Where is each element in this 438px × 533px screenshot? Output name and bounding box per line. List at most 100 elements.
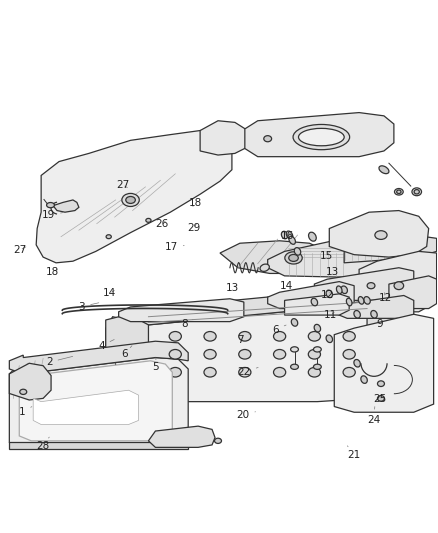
Ellipse shape [289,254,298,261]
Polygon shape [129,292,387,325]
Polygon shape [367,298,394,402]
Text: 27: 27 [13,245,26,255]
Polygon shape [36,131,232,263]
Ellipse shape [343,367,355,377]
Ellipse shape [286,231,293,239]
Ellipse shape [346,298,352,306]
Polygon shape [344,235,437,263]
Text: 5: 5 [152,358,159,373]
Polygon shape [337,295,414,318]
Text: 6: 6 [272,325,286,335]
Text: 4: 4 [98,340,114,351]
Ellipse shape [336,286,342,294]
Ellipse shape [343,332,355,341]
Polygon shape [53,200,79,212]
Ellipse shape [169,332,181,341]
Ellipse shape [308,332,321,341]
Text: 9: 9 [377,319,383,329]
Ellipse shape [311,298,318,306]
Ellipse shape [204,367,216,377]
Text: 15: 15 [320,251,334,261]
Polygon shape [9,358,188,449]
Polygon shape [314,268,414,301]
Text: 3: 3 [78,302,99,312]
Text: 12: 12 [321,290,335,300]
Text: 17: 17 [165,242,184,252]
Ellipse shape [215,438,222,443]
Ellipse shape [122,193,139,206]
Ellipse shape [378,395,385,401]
Ellipse shape [291,319,298,326]
Text: 24: 24 [367,407,380,425]
Ellipse shape [343,350,355,359]
Text: 16: 16 [281,231,294,241]
Ellipse shape [341,286,347,294]
Polygon shape [19,361,172,441]
Polygon shape [389,276,437,309]
Ellipse shape [358,296,364,304]
Text: 27: 27 [116,180,129,190]
Ellipse shape [299,128,344,146]
Polygon shape [220,241,331,273]
Ellipse shape [367,282,375,289]
Text: 14: 14 [280,281,293,291]
Text: 28: 28 [36,437,49,451]
Ellipse shape [281,231,288,239]
Ellipse shape [239,367,251,377]
Ellipse shape [289,236,296,244]
Text: 18: 18 [188,198,201,208]
Polygon shape [334,314,434,412]
Ellipse shape [314,364,321,369]
Text: 11: 11 [323,310,337,320]
Ellipse shape [106,235,111,239]
Ellipse shape [379,166,389,174]
Ellipse shape [364,296,370,304]
Polygon shape [9,442,188,449]
Ellipse shape [378,381,385,386]
Polygon shape [200,121,248,155]
Ellipse shape [273,332,286,341]
Polygon shape [268,281,354,309]
Text: 12: 12 [378,293,392,303]
Text: 20: 20 [237,410,255,421]
Text: 7: 7 [237,334,250,345]
Polygon shape [9,341,188,374]
Ellipse shape [308,232,316,241]
Ellipse shape [326,335,332,343]
Ellipse shape [394,282,404,289]
Ellipse shape [308,350,321,359]
Ellipse shape [314,325,321,332]
Text: 2: 2 [46,357,73,367]
Polygon shape [119,299,244,321]
Text: 26: 26 [155,219,168,229]
Text: 6: 6 [121,346,132,359]
Text: 19: 19 [42,210,63,220]
Text: 14: 14 [102,288,116,298]
Ellipse shape [204,332,216,341]
Ellipse shape [361,376,367,383]
Ellipse shape [314,347,321,352]
Ellipse shape [397,190,401,193]
Polygon shape [106,309,394,402]
Text: 21: 21 [347,446,360,459]
Ellipse shape [285,252,302,264]
Polygon shape [285,294,349,315]
Ellipse shape [354,311,360,318]
Ellipse shape [204,350,216,359]
Ellipse shape [264,136,272,142]
Ellipse shape [375,231,387,239]
Ellipse shape [371,311,377,318]
Ellipse shape [46,203,54,208]
Polygon shape [245,112,394,157]
Ellipse shape [169,367,181,377]
Ellipse shape [290,364,298,369]
Text: 29: 29 [187,223,200,233]
Ellipse shape [169,350,181,359]
Ellipse shape [326,290,332,297]
Text: 22: 22 [238,367,258,377]
Ellipse shape [308,367,321,377]
Ellipse shape [20,389,27,394]
Ellipse shape [290,347,298,352]
Ellipse shape [293,124,350,150]
Text: 1: 1 [19,407,32,417]
